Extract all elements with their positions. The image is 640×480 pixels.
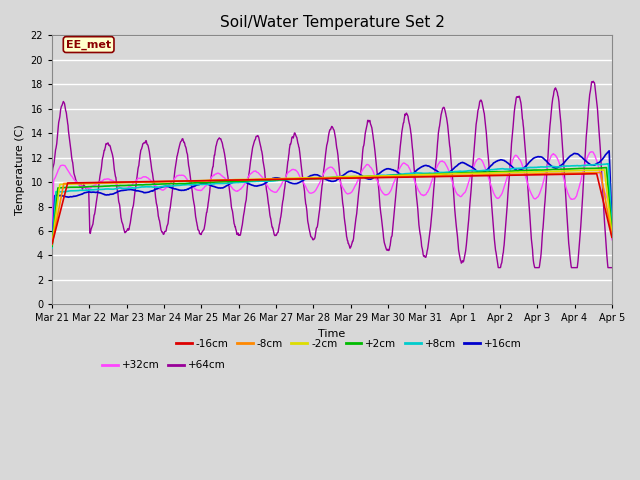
+32cm: [236, 187, 243, 193]
+16cm: [605, 148, 613, 154]
+2cm: [236, 179, 243, 184]
-16cm: [173, 178, 180, 184]
+2cm: [541, 167, 549, 173]
+2cm: [603, 165, 611, 170]
+2cm: [159, 181, 167, 187]
-8cm: [236, 177, 243, 183]
-8cm: [596, 169, 604, 175]
+64cm: [48, 215, 56, 220]
+32cm: [48, 240, 56, 246]
-2cm: [173, 179, 180, 184]
+32cm: [588, 149, 595, 155]
-8cm: [48, 241, 56, 247]
-2cm: [598, 167, 606, 173]
-2cm: [492, 170, 500, 176]
-16cm: [593, 171, 600, 177]
+16cm: [48, 243, 56, 249]
+32cm: [159, 187, 167, 193]
+8cm: [159, 183, 167, 189]
+2cm: [419, 172, 427, 178]
+32cm: [608, 237, 616, 243]
+2cm: [492, 169, 500, 175]
-8cm: [541, 170, 549, 176]
+64cm: [159, 230, 167, 236]
+64cm: [173, 157, 180, 163]
-16cm: [492, 173, 500, 179]
-16cm: [608, 234, 616, 240]
+8cm: [608, 224, 616, 230]
+16cm: [236, 178, 243, 184]
Line: +8cm: +8cm: [52, 164, 612, 248]
+32cm: [173, 173, 180, 179]
-2cm: [236, 177, 243, 182]
Y-axis label: Temperature (C): Temperature (C): [15, 124, 25, 215]
+16cm: [492, 159, 500, 165]
+16cm: [541, 157, 549, 163]
+2cm: [608, 228, 616, 234]
+8cm: [492, 167, 500, 172]
+64cm: [608, 265, 616, 271]
-8cm: [159, 179, 167, 185]
+64cm: [492, 249, 500, 255]
+8cm: [419, 170, 427, 176]
X-axis label: Time: Time: [318, 329, 346, 339]
-8cm: [419, 173, 427, 179]
Line: -16cm: -16cm: [52, 174, 612, 244]
Line: +16cm: +16cm: [52, 151, 612, 246]
Title: Soil/Water Temperature Set 2: Soil/Water Temperature Set 2: [220, 15, 444, 30]
+2cm: [173, 181, 180, 187]
Line: +32cm: +32cm: [52, 152, 612, 243]
Text: EE_met: EE_met: [66, 39, 111, 50]
Legend: +32cm, +64cm: +32cm, +64cm: [98, 356, 230, 374]
Line: -8cm: -8cm: [52, 172, 612, 244]
-16cm: [48, 241, 56, 247]
+64cm: [419, 249, 427, 255]
-16cm: [159, 179, 167, 184]
-16cm: [541, 172, 549, 178]
-2cm: [419, 172, 427, 178]
Line: +64cm: +64cm: [52, 81, 612, 268]
+16cm: [608, 219, 616, 225]
+32cm: [492, 194, 500, 200]
-8cm: [492, 172, 500, 178]
-2cm: [541, 168, 549, 174]
Line: -2cm: -2cm: [52, 170, 612, 244]
+8cm: [48, 245, 56, 251]
-16cm: [419, 174, 427, 180]
+32cm: [419, 192, 427, 198]
-16cm: [236, 177, 243, 183]
+32cm: [541, 171, 549, 177]
+16cm: [173, 187, 180, 192]
-8cm: [173, 179, 180, 184]
+64cm: [542, 188, 550, 193]
+64cm: [589, 78, 597, 84]
+8cm: [236, 180, 243, 185]
+2cm: [48, 243, 56, 249]
Line: +2cm: +2cm: [52, 168, 612, 246]
+16cm: [419, 163, 427, 169]
+64cm: [495, 265, 502, 271]
+8cm: [605, 161, 612, 167]
+64cm: [236, 232, 243, 238]
-2cm: [48, 241, 56, 247]
-8cm: [608, 233, 616, 239]
-2cm: [159, 179, 167, 184]
-2cm: [608, 231, 616, 237]
+8cm: [173, 182, 180, 188]
+8cm: [541, 164, 549, 170]
+16cm: [159, 184, 167, 190]
